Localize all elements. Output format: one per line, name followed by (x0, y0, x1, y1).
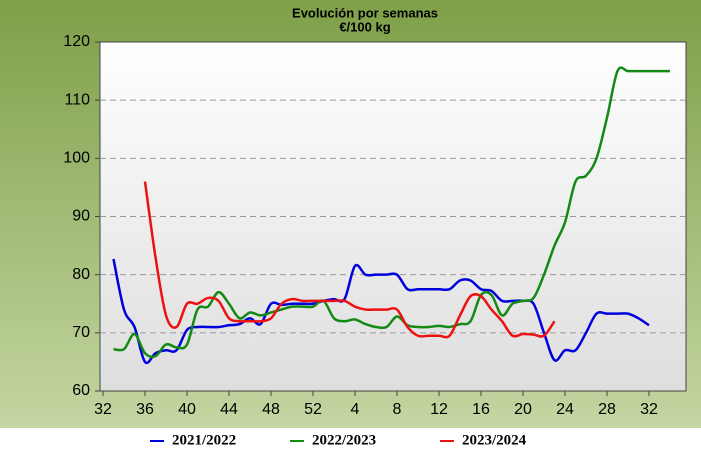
x-tick-label: 52 (304, 401, 322, 418)
x-tick-label: 8 (393, 401, 402, 418)
y-tick-label: 80 (72, 266, 90, 283)
legend-label: 2023/2024 (462, 432, 527, 448)
legend-label: 2021/2022 (172, 432, 236, 448)
y-tick-label: 60 (72, 382, 90, 399)
x-tick-label: 40 (178, 401, 196, 418)
x-tick-label: 32 (94, 401, 112, 418)
chart-subtitle: €/100 kg (339, 19, 390, 34)
series-line (112, 258, 650, 365)
x-tick-label: 4 (351, 401, 360, 418)
y-tick-label: 70 (72, 324, 90, 341)
x-tick-label: 48 (262, 401, 280, 418)
y-tick-label: 110 (64, 91, 90, 108)
y-tick-label: 90 (72, 208, 90, 225)
y-tick-label: 100 (63, 150, 90, 167)
series-line (143, 181, 556, 339)
series-line (113, 66, 670, 359)
x-tick-label: 32 (640, 401, 658, 418)
x-tick-label: 20 (514, 401, 532, 418)
x-tick-label: 24 (556, 401, 574, 418)
x-tick-label: 44 (220, 401, 238, 418)
x-tick-label: 12 (430, 401, 448, 418)
x-tick-label: 16 (472, 401, 490, 418)
x-tick-label: 28 (598, 401, 616, 418)
chart-title: Evolución por semanas (292, 5, 438, 20)
y-tick-label: 120 (63, 33, 90, 50)
x-tick-label: 36 (136, 401, 154, 418)
legend-label: 2022/2023 (312, 432, 376, 448)
